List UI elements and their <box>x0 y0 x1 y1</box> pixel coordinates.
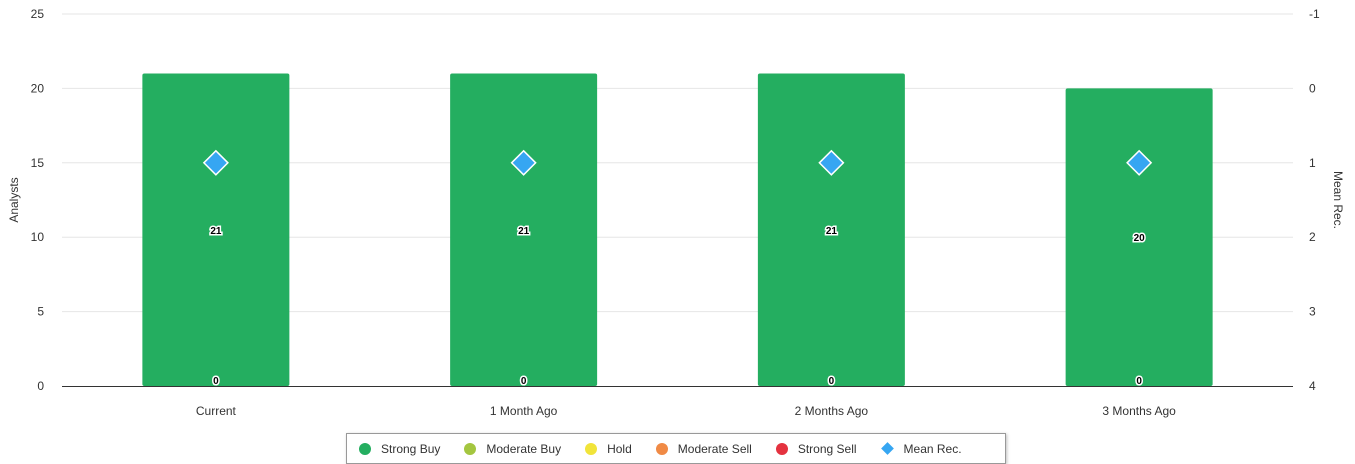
mean-rec-marker <box>510 149 537 176</box>
bar-strong-buy <box>450 73 598 387</box>
legend-label: Moderate Buy <box>486 441 562 456</box>
bar-zero-label: 0 <box>1136 376 1142 387</box>
strong-buy-circle-icon <box>359 442 371 455</box>
y2-tick-label: 0 <box>1309 81 1316 95</box>
y-tick-label: 10 <box>31 230 45 244</box>
legend-label: Hold <box>607 441 632 456</box>
legend: Strong Buy Moderate Buy Hold Moderate Se… <box>346 433 1006 464</box>
bar-zero-label: 0 <box>213 376 219 387</box>
legend-label: Strong Sell <box>797 441 857 456</box>
x-tick-label: Current <box>196 404 237 418</box>
bars <box>142 73 1213 387</box>
y-tick-label: 5 <box>37 305 44 319</box>
legend-item-strong-buy[interactable]: Strong Buy <box>359 442 440 456</box>
y2-tick-label: 3 <box>1309 305 1316 319</box>
x-tick-label: 1 Month Ago <box>490 404 558 418</box>
bar-value-label: 21 <box>826 226 838 237</box>
hold-circle-icon <box>585 442 598 455</box>
mean-rec-marker <box>202 149 229 176</box>
y-tick-label: 0 <box>37 379 44 393</box>
legend-item-moderate-sell[interactable]: Moderate Sell <box>655 441 752 456</box>
y2-tick-label: -1 <box>1309 7 1320 21</box>
legend-label: Strong Buy <box>381 441 441 456</box>
bar-zero-label: 0 <box>521 376 527 387</box>
strong-sell-circle-icon <box>775 442 788 455</box>
y2-axis-title: Mean Rec. <box>1331 171 1345 229</box>
bar-value-label: 21 <box>210 226 222 237</box>
mean-rec-markers <box>202 149 1153 176</box>
bar-strong-buy <box>757 73 905 387</box>
legend-item-moderate-buy[interactable]: Moderate Buy <box>464 442 561 456</box>
mean-rec-marker <box>818 149 845 176</box>
moderate-sell-circle-icon <box>655 442 668 455</box>
y-axis-title: Analysts <box>7 177 21 222</box>
legend-item-hold[interactable]: Hold <box>585 442 632 456</box>
bar-strong-buy <box>1065 88 1213 387</box>
y2-tick-label: 2 <box>1309 230 1316 244</box>
bar-strong-buy <box>142 73 290 387</box>
y-tick-label: 25 <box>31 7 45 21</box>
mean-rec-marker <box>1126 149 1153 176</box>
y-tick-label: 15 <box>31 156 45 170</box>
data-labels: 21 0 21 0 21 0 20 0 <box>209 224 1147 388</box>
bar-value-label: 20 <box>1134 233 1146 244</box>
bar-zero-label: 0 <box>829 376 835 387</box>
y-tick-label: 20 <box>31 81 45 95</box>
x-tick-label: 2 Months Ago <box>795 404 869 418</box>
bar-value-label: 21 <box>518 226 530 237</box>
axes: 0 5 10 15 20 25 -1 0 1 2 3 4 Current 1 Month Ago 2 Mon… <box>31 7 1320 418</box>
legend-label: Mean Rec. <box>903 441 962 456</box>
legend-label: Moderate Sell <box>677 441 752 456</box>
legend-item-strong-sell[interactable]: Strong Sell <box>775 441 857 456</box>
y2-tick-label: 4 <box>1309 379 1316 393</box>
x-tick-label: 3 Months Ago <box>1102 404 1176 418</box>
y2-tick-label: 1 <box>1309 156 1316 170</box>
legend-item-mean-rec[interactable]: Mean Rec. <box>880 441 962 456</box>
moderate-buy-circle-icon <box>464 442 477 455</box>
mean-rec-diamond-icon <box>880 442 894 455</box>
